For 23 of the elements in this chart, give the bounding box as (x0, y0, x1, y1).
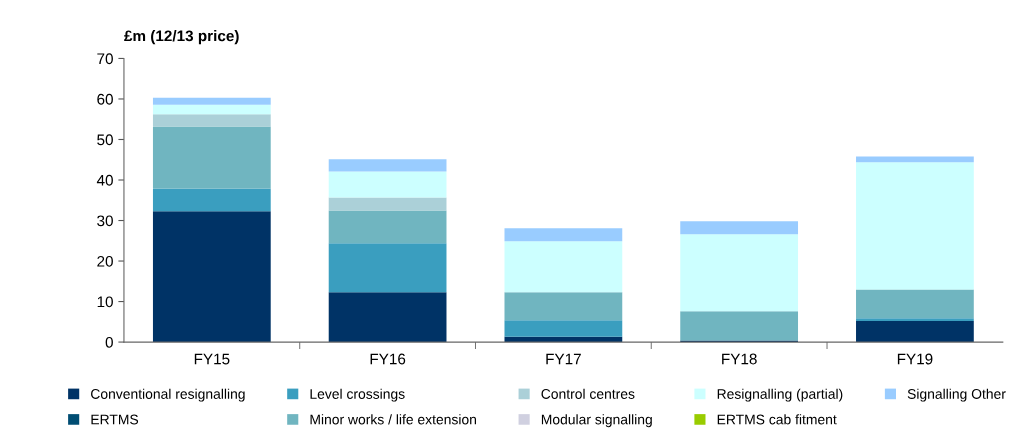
legend-label: Level crossings (310, 388, 405, 402)
y-axis-title: £m (12/13 price) (124, 30, 239, 45)
y-tick-label: 40 (96, 174, 113, 186)
legend-label: Control centres (541, 388, 635, 399)
y-tick-label: 30 (97, 215, 113, 227)
y-tick-label: 60 (97, 93, 113, 105)
legend-label: Resignalling (partial) (717, 388, 843, 402)
legend-label: ERTMS (91, 414, 139, 425)
x-tick-label: FY15 (194, 353, 230, 365)
x-tick-label: FY17 (546, 353, 581, 365)
legend-label: Signalling Other (907, 388, 1006, 402)
x-tick-label: FY19 (897, 353, 933, 365)
legend-label: Minor works / life extension (310, 414, 476, 425)
legend-label: Conventional resignalling (91, 388, 245, 402)
legend-label: ERTMS cab fitment (717, 414, 837, 425)
y-tick-label: 0 (105, 336, 113, 348)
y-tick-label: 70 (97, 53, 113, 65)
y-tick-label: 50 (97, 134, 113, 146)
x-tick-label: FY18 (722, 353, 757, 365)
y-tick-label: 10 (97, 296, 113, 308)
y-tick-label: 20 (97, 255, 113, 267)
legend-label: Modular signalling (541, 414, 652, 428)
x-tick-label: FY16 (370, 353, 406, 365)
